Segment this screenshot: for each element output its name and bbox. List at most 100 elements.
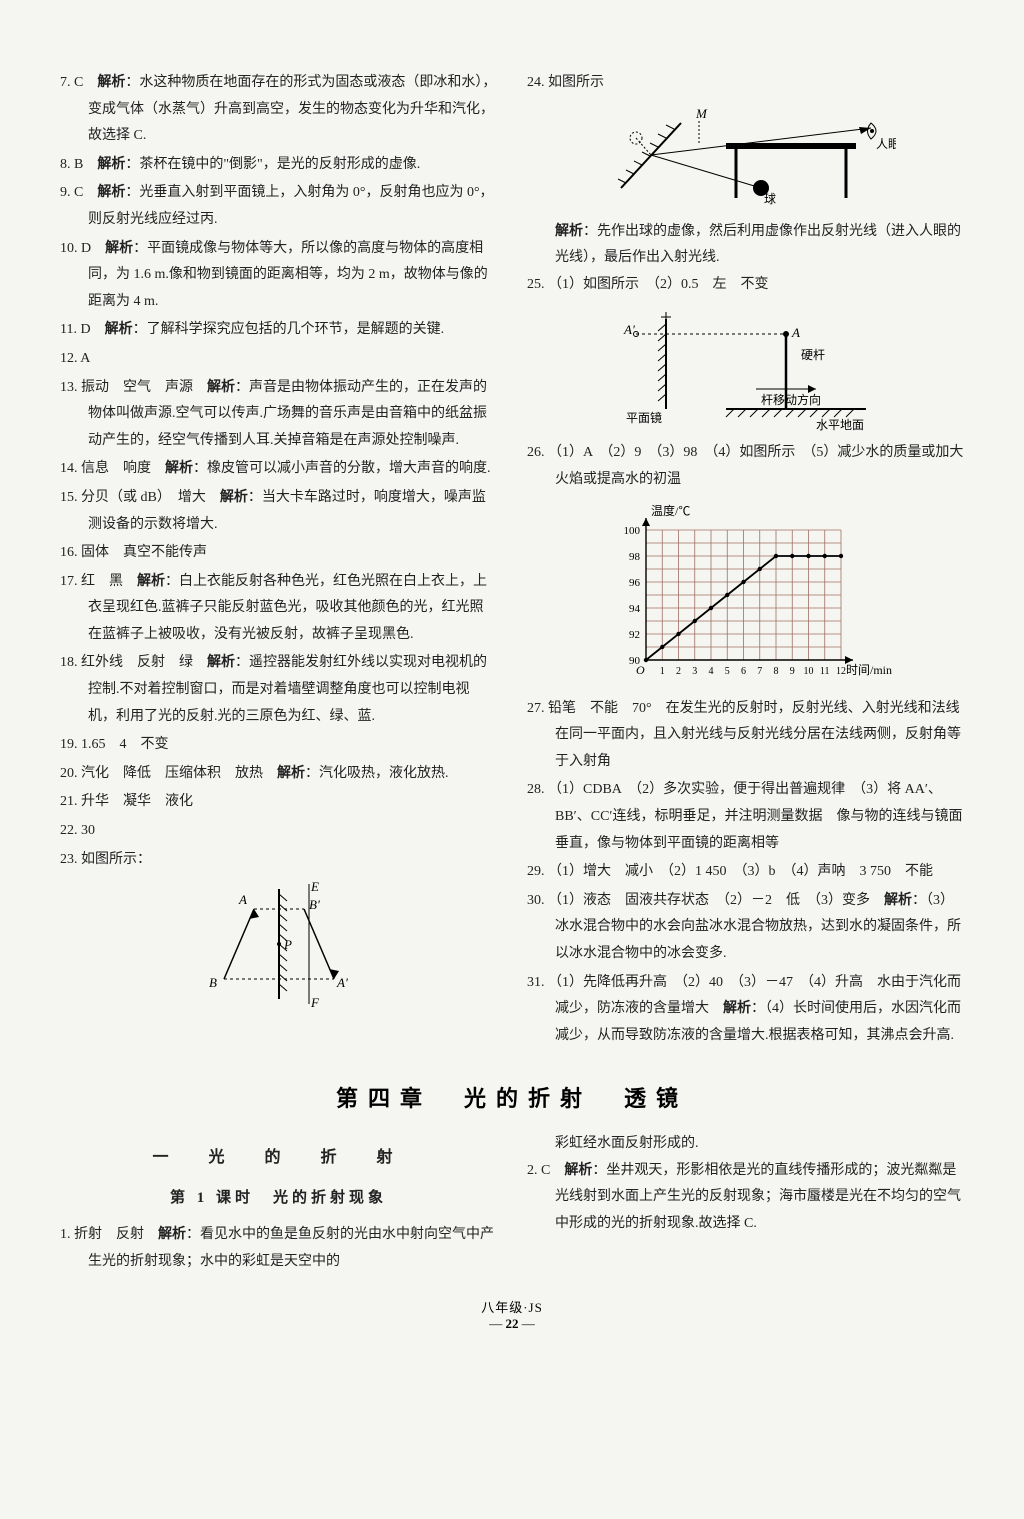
- bq2-jiexi-label: 解析: [564, 1163, 592, 1178]
- svg-text:5: 5: [724, 666, 729, 677]
- q9-num: 9. C: [60, 185, 97, 200]
- svg-text:温度/℃: 温度/℃: [651, 503, 690, 518]
- q7-text: ：水这种物质在地面存在的形式为固态或液态（即冰和水），变成气体（水蒸气）升高到高…: [88, 75, 496, 143]
- q14-jiexi-label: 解析: [165, 461, 193, 476]
- q20: 20. 汽化 降低 压缩体积 放热 解析：汽化吸热，液化放热.: [60, 761, 497, 788]
- q20-num: 20.: [60, 766, 81, 781]
- q10: 10. D 解析：平面镜成像与物体等大，所以像的高度与物体的高度相同，为 1.6…: [60, 236, 497, 316]
- q11-num: 11. D: [60, 322, 105, 337]
- q8-text: ：茶杯在镜中的"倒影"，是光的反射形成的虚像.: [125, 157, 420, 172]
- footer-page: 22: [506, 1316, 519, 1331]
- svg-text:B': B': [309, 897, 320, 912]
- svg-text:杆移动方向: 杆移动方向: [761, 392, 821, 407]
- q19-num: 19.: [60, 737, 81, 752]
- q13-jiexi-label: 解析: [207, 380, 235, 395]
- section-title: 一 光 的 折 射: [60, 1143, 497, 1173]
- q10-jiexi-label: 解析: [105, 241, 133, 256]
- svg-text:平面镜: 平面镜: [626, 410, 662, 425]
- svg-text:9: 9: [789, 666, 794, 677]
- q9-jiexi-label: 解析: [97, 185, 125, 200]
- svg-text:B: B: [209, 975, 217, 990]
- q15-ans: 分贝（或 dB） 增大: [81, 490, 220, 505]
- bq2: 2. C 解析：坐井观天，形影相依是光的直线传播形成的；波光粼粼是光线射到水面上…: [527, 1158, 964, 1238]
- q13-num: 13.: [60, 380, 81, 395]
- q23-num: 23. 如图所示：: [60, 852, 151, 867]
- q17: 17. 红 黑 解析：白上衣能反射各种色光，红色光照在白上衣上，上衣呈现红色.蓝…: [60, 569, 497, 649]
- q8-num: 8. B: [60, 157, 97, 172]
- lower-right-column: 彩虹经水面反射形成的. 2. C 解析：坐井观天，形影相依是光的直线传播形成的；…: [527, 1131, 964, 1277]
- q24-jiexi-label: 解析: [555, 224, 583, 239]
- lower-columns: 一 光 的 折 射 第 1 课时 光的折射现象 1. 折射 反射 解析：看见水中…: [60, 1131, 964, 1277]
- q26-num: 26.: [527, 445, 548, 460]
- svg-text:10: 10: [803, 666, 813, 677]
- svg-text:E: E: [310, 879, 319, 894]
- q17-num: 17.: [60, 574, 81, 589]
- q22-ans: 30: [81, 823, 95, 838]
- q8: 8. B 解析：茶杯在镜中的"倒影"，是光的反射形成的虚像.: [60, 152, 497, 179]
- bq1: 1. 折射 反射 解析：看见水中的鱼是鱼反射的光由水中射向空气中产生光的折射现象…: [60, 1222, 497, 1275]
- svg-text:2: 2: [676, 666, 681, 677]
- q11: 11. D 解析：了解科学探究应包括的几个环节，是解题的关键.: [60, 317, 497, 344]
- svg-text:时间/min: 时间/min: [846, 663, 892, 677]
- q24-jiexi-text: ：先作出球的虚像，然后利用虚像作出反射光线（进入人眼的光线），最后作出入射光线.: [555, 224, 961, 266]
- svg-text:96: 96: [629, 577, 641, 589]
- bq2-num: 2. C: [527, 1163, 564, 1178]
- chapter-title: 第四章 光的折射 透镜: [60, 1081, 964, 1113]
- q26: 26. （1）A （2）9 （3）98 （4）如图所示 （5）减少水的质量或加大…: [527, 440, 964, 493]
- q26-ans: （1）A （2）9 （3）98 （4）如图所示 （5）减少水的质量或加大火焰或提…: [548, 445, 963, 487]
- q13-ans: 振动 空气 声源: [81, 380, 207, 395]
- page: 7. C 解析：水这种物质在地面存在的形式为固态或液态（即冰和水），变成气体（水…: [0, 0, 1024, 1519]
- lower-left-column: 一 光 的 折 射 第 1 课时 光的折射现象 1. 折射 反射 解析：看见水中…: [60, 1131, 497, 1277]
- q8-jiexi-label: 解析: [97, 157, 125, 172]
- q23: 23. 如图所示：: [60, 847, 497, 874]
- q29-ans: （1）增大 减小 （2）1 450 （3）b （4）声呐 3 750 不能: [548, 864, 933, 879]
- q30-jiexi-label: 解析: [884, 893, 912, 908]
- page-footer: 八年级·JS — 22 —: [60, 1297, 964, 1332]
- q19: 19. 1.65 4 不变: [60, 732, 497, 759]
- footer-page-wrap: — 22 —: [60, 1316, 964, 1332]
- q17-ans: 红 黑: [81, 574, 137, 589]
- q25: 25. （1）如图所示 （2）0.5 左 不变: [527, 272, 964, 299]
- q11-text: ：了解科学探究应包括的几个环节，是解题的关键.: [133, 322, 445, 337]
- svg-text:球: 球: [764, 192, 776, 206]
- q29: 29. （1）增大 减小 （2）1 450 （3）b （4）声呐 3 750 不…: [527, 859, 964, 886]
- q24-ans: 如图所示: [548, 75, 604, 90]
- left-column: 7. C 解析：水这种物质在地面存在的形式为固态或液态（即冰和水），变成气体（水…: [60, 70, 497, 1051]
- svg-text:100: 100: [623, 525, 640, 537]
- q12: 12. A: [60, 346, 497, 373]
- q14: 14. 信息 响度 解析：橡皮管可以减小声音的分散，增大声音的响度.: [60, 456, 497, 483]
- bq1-ans: 折射 反射: [74, 1227, 158, 1242]
- q12-num: 12. A: [60, 351, 90, 366]
- bq1-cont: 彩虹经水面反射形成的.: [527, 1131, 964, 1158]
- q24-num: 24.: [527, 75, 548, 90]
- q9-text: ：光垂直入射到平面镜上，入射角为 0°，反射角也应为 0°，则反射光线应经过丙.: [88, 185, 494, 227]
- q30: 30. （1）液态 固液共存状态 （2）－2 低 （3）变多 解析：（3）冰水混…: [527, 888, 964, 968]
- footer-grade: 八年级·JS: [60, 1297, 964, 1316]
- q31-jiexi-label: 解析: [723, 1001, 751, 1016]
- q28-ans: （1）CDBA （2）多次实验，便于得出普遍规律 （3）将 AA′、BB′、CC…: [548, 782, 962, 850]
- q30-num: 30.: [527, 893, 548, 908]
- svg-text:3: 3: [692, 666, 697, 677]
- q30-ans: （1）液态 固液共存状态 （2）－2 低 （3）变多: [548, 893, 884, 908]
- bq2-text: ：坐井观天，形影相依是光的直线传播形成的；波光粼粼是光线射到水面上产生光的反射现…: [555, 1163, 961, 1231]
- svg-text:8: 8: [773, 666, 778, 677]
- diagram-25: A A' 硬杆 杆移动方向 平面镜 水平地面: [527, 304, 964, 434]
- svg-text:7: 7: [757, 666, 762, 677]
- q31: 31. （1）先降低再升高 （2）40 （3）－47 （4）升高 水由于汽化而减…: [527, 970, 964, 1050]
- q20-text: ：汽化吸热，液化放热.: [305, 766, 449, 781]
- bq1-jiexi-label: 解析: [158, 1227, 186, 1242]
- q18-num: 18.: [60, 655, 81, 670]
- q24-jiexi: 解析：先作出球的虚像，然后利用虚像作出反射光线（进入人眼的光线），最后作出入射光…: [527, 219, 964, 272]
- q14-ans: 信息 响度: [81, 461, 165, 476]
- q9: 9. C 解析：光垂直入射到平面镜上，入射角为 0°，反射角也应为 0°，则反射…: [60, 180, 497, 233]
- q7: 7. C 解析：水这种物质在地面存在的形式为固态或液态（即冰和水），变成气体（水…: [60, 70, 497, 150]
- upper-columns: 7. C 解析：水这种物质在地面存在的形式为固态或液态（即冰和水），变成气体（水…: [60, 70, 964, 1051]
- q14-text: ：橡皮管可以减小声音的分散，增大声音的响度.: [193, 461, 491, 476]
- q18-ans: 红外线 反射 绿: [81, 655, 207, 670]
- q17-jiexi-label: 解析: [137, 574, 165, 589]
- bq1-num: 1.: [60, 1227, 74, 1242]
- q13: 13. 振动 空气 声源 解析：声音是由物体振动产生的，正在发声的物体叫做声源.…: [60, 375, 497, 455]
- svg-text:1: 1: [659, 666, 664, 677]
- q20-jiexi-label: 解析: [277, 766, 305, 781]
- q21: 21. 升华 凝华 液化: [60, 789, 497, 816]
